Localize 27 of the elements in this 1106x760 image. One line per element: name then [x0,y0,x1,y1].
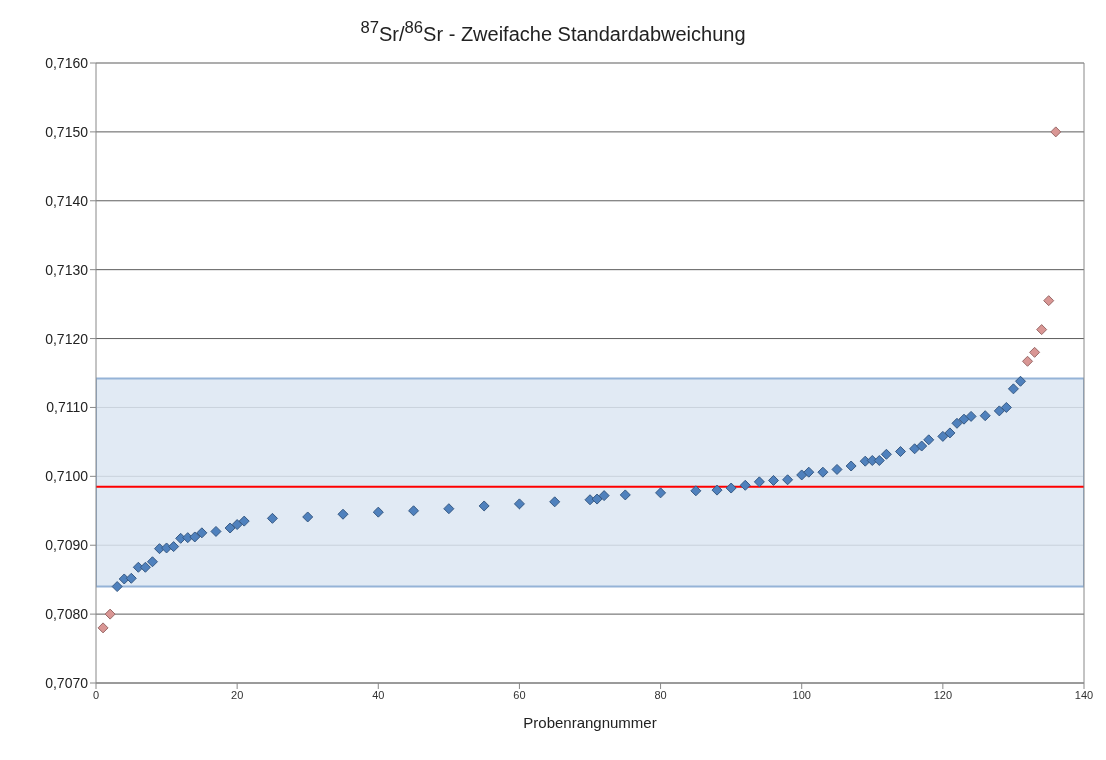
point [1029,346,1041,358]
point [1050,126,1062,138]
y-tick-label: 0,7090 [45,537,89,554]
point [104,608,116,620]
y-tick-label: 0,7150 [45,123,89,140]
point [1036,324,1048,336]
y-tick-label: 0,7080 [45,606,89,623]
x-tick-label: 100 [792,688,811,701]
y-tick-label: 0,7110 [46,399,89,416]
y-tick-label: 0,7160 [45,54,89,71]
x-tick-label: 80 [654,688,667,701]
y-tick-label: 0,7070 [45,674,89,691]
x-axis-title: Probenrangnummer [523,714,657,731]
x-tick-label: 60 [513,688,526,701]
y-tick-label: 0,7100 [45,468,89,485]
x-tick-label: 20 [231,688,244,701]
x-tick-label: 40 [372,688,385,701]
point [1022,355,1034,367]
point [1043,295,1055,307]
x-tick-label: 140 [1074,688,1094,701]
x-tick-label: 120 [933,688,953,701]
chart-title: $^{87}$Sr/$^{86}$Sr - Zweifache Standardabweichung [359,17,747,47]
x-tick-label: 0 [92,688,100,701]
y-tick-label: 0,7130 [45,261,89,278]
point [97,622,109,634]
y-tick-label: 0,7120 [45,330,89,347]
y-tick-label: 0,7140 [45,192,89,209]
